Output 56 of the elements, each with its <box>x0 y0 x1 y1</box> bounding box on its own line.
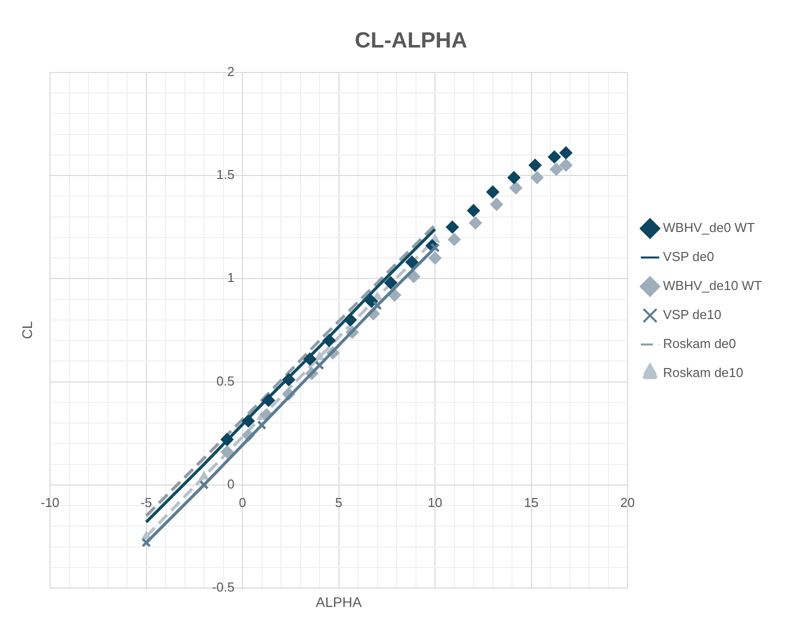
y-tick-label: 0.5 <box>216 373 235 388</box>
legend-label: Roskam de0 <box>663 336 736 352</box>
point <box>530 171 544 184</box>
legend-label: VSP de0 <box>663 249 714 264</box>
y-tick-label: 1.5 <box>216 167 235 182</box>
point <box>141 538 152 548</box>
point <box>262 394 275 407</box>
x-tick-label: 10 <box>428 494 442 510</box>
point <box>364 294 378 308</box>
point <box>507 171 520 184</box>
point <box>490 198 504 211</box>
legend-label: Roskam de10 <box>663 365 744 380</box>
point <box>448 232 461 246</box>
point <box>467 204 480 218</box>
y-tick-label: 1 <box>227 270 235 286</box>
point <box>559 146 572 160</box>
point <box>314 352 324 360</box>
point <box>405 256 418 269</box>
y-tick-label: -0.5 <box>212 580 235 595</box>
point <box>322 334 336 348</box>
point <box>372 300 382 310</box>
point <box>509 181 522 194</box>
point <box>559 158 572 172</box>
point <box>282 373 296 386</box>
legend-label: VSP de10 <box>663 307 722 322</box>
x-axis-title: ALPHA <box>316 594 362 610</box>
point <box>548 150 561 164</box>
point <box>303 352 316 366</box>
legend-label: WBHV_de0 WT <box>663 220 755 236</box>
point <box>220 445 234 458</box>
point <box>199 480 209 490</box>
x-tick-label: -5 <box>140 494 152 510</box>
point <box>314 360 324 370</box>
point <box>256 420 267 430</box>
point <box>446 220 459 234</box>
point <box>486 186 500 199</box>
point <box>550 162 563 176</box>
y-tick-label: 0 <box>227 476 235 492</box>
x-tick-label: -10 <box>40 494 60 510</box>
point <box>199 471 209 480</box>
point <box>242 414 255 428</box>
point <box>384 276 398 290</box>
point <box>220 433 234 446</box>
chart-title: CL-ALPHA <box>354 27 468 52</box>
y-tick-label: 2 <box>227 64 235 79</box>
legend-label: WBHV_de10 WT <box>663 278 762 294</box>
x-tick-label: 5 <box>335 494 342 510</box>
x-tick-label: 15 <box>524 494 539 510</box>
x-tick-label: 20 <box>620 494 635 510</box>
x-tick-label: 0 <box>238 494 246 510</box>
point <box>528 158 542 172</box>
y-axis-title: CL <box>18 321 35 340</box>
point <box>428 252 442 265</box>
point <box>344 313 357 326</box>
point <box>407 270 420 284</box>
point <box>468 216 482 230</box>
